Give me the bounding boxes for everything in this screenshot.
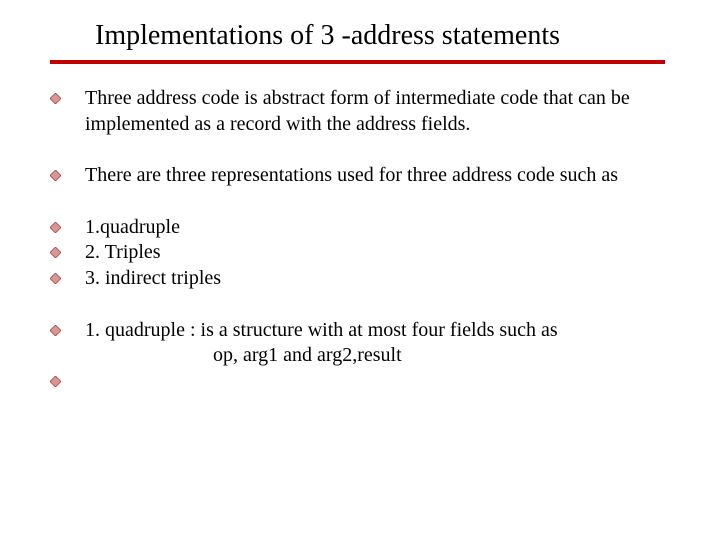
diamond-icon [50, 170, 61, 181]
bullet-text: Three address code is abstract form of i… [85, 86, 680, 137]
list-item: 1.quadruple [50, 215, 680, 241]
diamond-icon [50, 247, 61, 258]
bullet-list: Three address code is abstract form of i… [50, 86, 680, 387]
page-title: Implementations of 3 -address statements [95, 20, 680, 52]
list-item: There are three representations used for… [50, 163, 680, 189]
bullet-text: 2. Triples [85, 240, 680, 266]
diamond-icon [50, 376, 61, 387]
bullet-text-line1: 1. quadruple : is a structure with at mo… [85, 319, 558, 341]
list-item [50, 369, 680, 387]
bullet-text: There are three representations used for… [85, 163, 680, 189]
slide: Implementations of 3 -address statements… [0, 0, 720, 540]
list-item: 3. indirect triples [50, 266, 680, 292]
diamond-icon [50, 222, 61, 233]
bullet-text: 1.quadruple [85, 215, 680, 241]
list-item: Three address code is abstract form of i… [50, 86, 680, 137]
list-item: 2. Triples [50, 240, 680, 266]
title-underline [50, 60, 665, 64]
diamond-icon [50, 93, 61, 104]
diamond-icon [50, 273, 61, 284]
list-item: 1. quadruple : is a structure with at mo… [50, 318, 680, 369]
bullet-text: 3. indirect triples [85, 266, 680, 292]
bullet-text-line2: op, arg1 and arg2,result [85, 344, 402, 366]
bullet-text: 1. quadruple : is a structure with at mo… [85, 318, 680, 369]
diamond-icon [50, 325, 61, 336]
